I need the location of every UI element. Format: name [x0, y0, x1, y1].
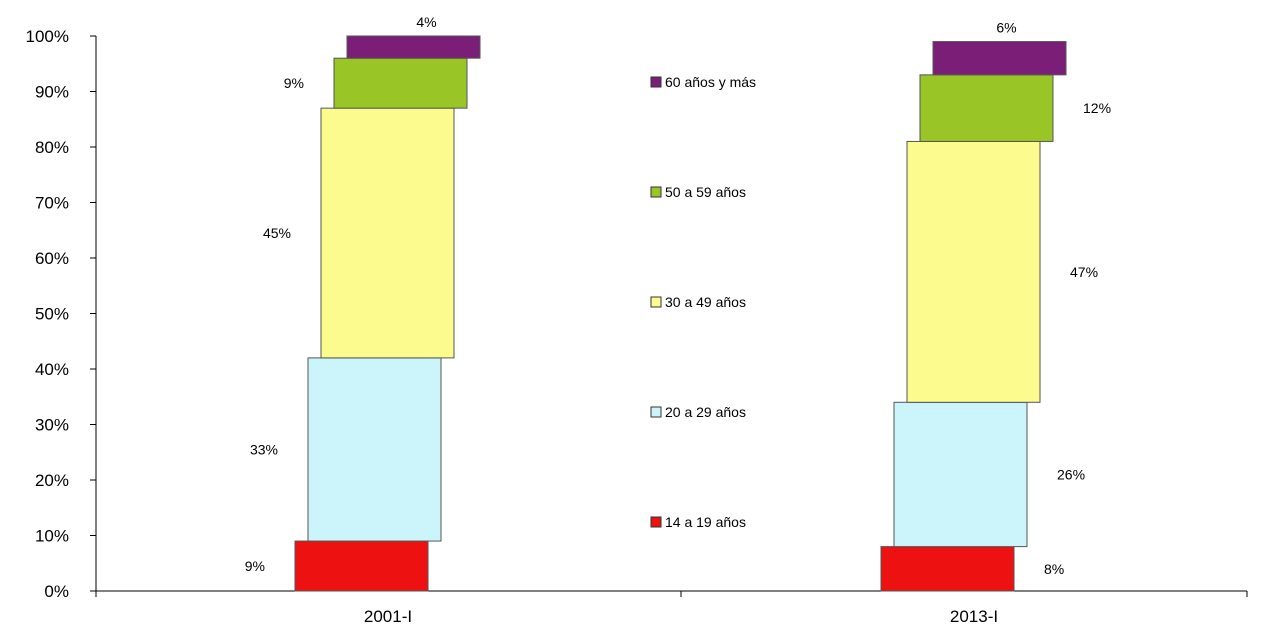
x-category-label: 2001-I — [364, 607, 412, 626]
bar-segment — [906, 140, 1041, 403]
bar-segment — [307, 357, 442, 542]
data-label: 9% — [284, 75, 304, 91]
data-label: 45% — [263, 225, 291, 241]
y-tick-label: 60% — [35, 249, 69, 268]
y-tick-label: 70% — [35, 194, 69, 213]
bar-segment — [893, 401, 1028, 548]
bar-segment — [880, 546, 1015, 592]
y-tick-label: 90% — [35, 83, 69, 102]
data-label: 12% — [1083, 100, 1111, 116]
legend-swatch — [650, 76, 662, 88]
data-label: 4% — [416, 14, 436, 30]
legend-label: 60 años y más — [665, 74, 756, 90]
bar-segment — [932, 41, 1067, 76]
data-label: 26% — [1057, 466, 1085, 482]
x-category-label: 2013-I — [950, 607, 998, 626]
data-label: 6% — [996, 20, 1016, 36]
y-tick-label: 30% — [35, 416, 69, 435]
y-tick-label: 0% — [44, 582, 69, 601]
bar-segment — [346, 35, 481, 59]
y-tick-label: 20% — [35, 471, 69, 490]
legend-label: 14 a 19 años — [665, 514, 746, 530]
legend-swatch — [650, 296, 662, 308]
bar-segment — [320, 107, 455, 359]
y-tick-label: 100% — [26, 27, 69, 46]
data-label: 47% — [1070, 264, 1098, 280]
legend-swatch — [650, 406, 662, 418]
legend-swatch — [650, 516, 662, 528]
legend-label: 30 a 49 años — [665, 294, 746, 310]
y-tick-label: 40% — [35, 360, 69, 379]
legend-label: 50 a 59 años — [665, 184, 746, 200]
legend-swatch — [650, 186, 662, 198]
y-tick-label: 10% — [35, 527, 69, 546]
bar-segment — [294, 540, 429, 592]
legend-label: 20 a 29 años — [665, 404, 746, 420]
data-label: 33% — [250, 441, 278, 457]
y-tick-label: 50% — [35, 305, 69, 324]
bar-segment — [919, 74, 1054, 142]
data-label: 9% — [245, 558, 265, 574]
data-label: 8% — [1044, 561, 1064, 577]
bar-segment — [333, 57, 468, 109]
y-tick-label: 80% — [35, 138, 69, 157]
